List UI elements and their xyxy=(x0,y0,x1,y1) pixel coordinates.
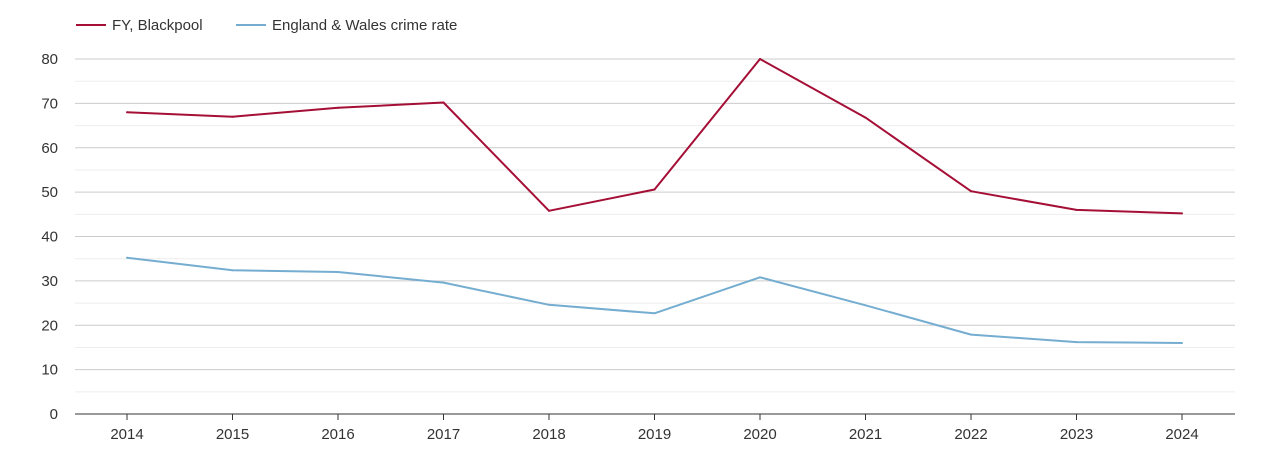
y-tick-label: 30 xyxy=(41,273,58,290)
gridlines xyxy=(75,58,1235,393)
legend-label-england-wales: England & Wales crime rate xyxy=(272,17,457,34)
x-tick-label: 2018 xyxy=(532,426,565,443)
data-point-england-wales xyxy=(970,333,972,336)
x-axis: 2014 2015 2016 2017 2018 2019 2020 2021 2022 2023… xyxy=(75,413,1235,443)
y-tick-label: 10 xyxy=(41,362,58,379)
x-tick-label: 2022 xyxy=(954,426,987,443)
data-point-england-wales xyxy=(864,304,867,307)
data-point-england-wales xyxy=(653,312,656,315)
data-point-blackpool xyxy=(759,58,761,60)
x-tick-label: 2024 xyxy=(1165,426,1198,443)
data-point-blackpool xyxy=(337,106,339,109)
data-point-england-wales xyxy=(548,303,550,306)
x-tick-label: 2015 xyxy=(216,426,249,443)
legend-label-blackpool: FY, Blackpool xyxy=(112,17,203,34)
y-tick-label: 50 xyxy=(41,184,58,201)
data-point-england-wales xyxy=(759,276,761,279)
y-tick-label: 20 xyxy=(41,317,58,334)
x-tick-label: 2019 xyxy=(638,426,671,443)
data-point-blackpool xyxy=(548,209,550,212)
data-point-blackpool xyxy=(970,190,972,193)
data-point-england-wales xyxy=(231,269,234,272)
legend-item-blackpool[interactable]: FY, Blackpool xyxy=(76,17,203,34)
data-point-blackpool xyxy=(1075,208,1078,211)
data-point-england-wales xyxy=(1075,341,1078,344)
x-tick-label: 2023 xyxy=(1060,426,1093,443)
data-point-england-wales xyxy=(337,271,339,273)
data-series xyxy=(126,58,1183,344)
y-tick-label: 0 xyxy=(50,406,58,423)
x-tick-label: 2014 xyxy=(110,426,143,443)
series-line-england-wales xyxy=(126,256,1183,344)
legend-item-england-wales[interactable]: England & Wales crime rate xyxy=(236,17,457,34)
data-point-blackpool xyxy=(126,111,128,114)
data-point-england-wales xyxy=(442,281,445,284)
x-tick-label: 2020 xyxy=(743,426,776,443)
x-tick-label: 2016 xyxy=(321,426,354,443)
data-point-blackpool xyxy=(231,115,234,118)
data-point-blackpool xyxy=(864,116,867,119)
data-point-blackpool xyxy=(442,101,445,104)
data-point-england-wales xyxy=(126,256,128,259)
y-tick-label: 40 xyxy=(41,229,58,246)
y-tick-label: 70 xyxy=(41,95,58,112)
data-point-blackpool xyxy=(1181,212,1183,215)
chart-legend: FY, Blackpool England & Wales crime rate xyxy=(76,17,457,34)
data-point-england-wales xyxy=(1181,342,1183,344)
data-point-blackpool xyxy=(653,188,656,191)
y-axis: 0 10 20 30 40 50 60 70 80 xyxy=(41,51,58,423)
x-tick-label: 2017 xyxy=(427,426,460,443)
y-tick-label: 60 xyxy=(41,140,58,157)
x-tick-label: 2021 xyxy=(849,426,882,443)
y-tick-label: 80 xyxy=(41,51,58,68)
